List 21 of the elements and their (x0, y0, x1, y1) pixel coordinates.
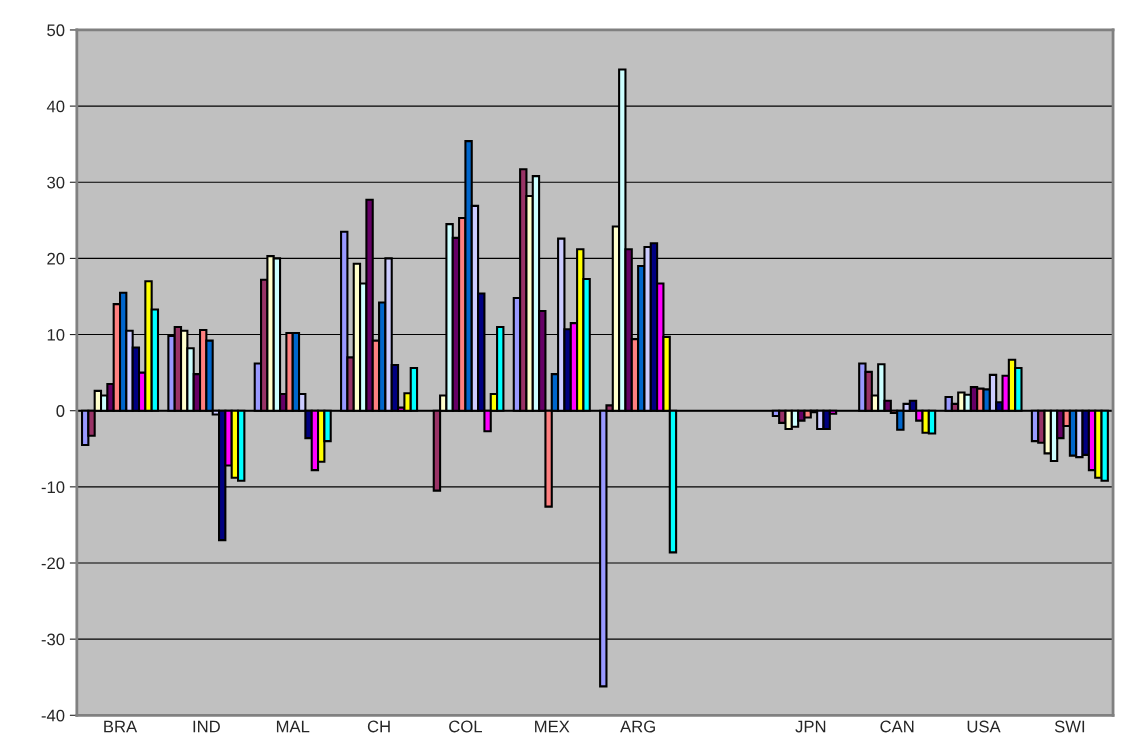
y-tick-label: 20 (47, 252, 65, 265)
x-tick-label: MEX (535, 720, 570, 733)
x-tick-label: JPN (795, 720, 826, 733)
y-tick-label: 0 (56, 405, 65, 417)
y-tick-label: 40 (46, 100, 65, 113)
y-tick-label: 30 (47, 176, 65, 189)
x-tick-label: USA (967, 720, 1001, 733)
y-tick-label: 10 (47, 328, 65, 341)
x-tick-label: COL (449, 720, 482, 733)
x-tick-label: ARG (620, 720, 655, 733)
y-tick-label: -20 (41, 557, 65, 570)
x-tick-label: CH (367, 720, 390, 733)
y-tick-label: 50 (47, 24, 65, 37)
y-tick-label: -40 (41, 709, 65, 722)
y-tick-label: -10 (41, 481, 65, 494)
x-tick-label: IND (193, 720, 220, 733)
x-tick-label: SWI (1054, 720, 1085, 733)
x-tick-label: MAL (276, 720, 310, 733)
y-tick-label: -30 (41, 633, 65, 646)
x-tick-label: CAN (880, 720, 914, 733)
x-tick-label: BRA (104, 720, 138, 733)
